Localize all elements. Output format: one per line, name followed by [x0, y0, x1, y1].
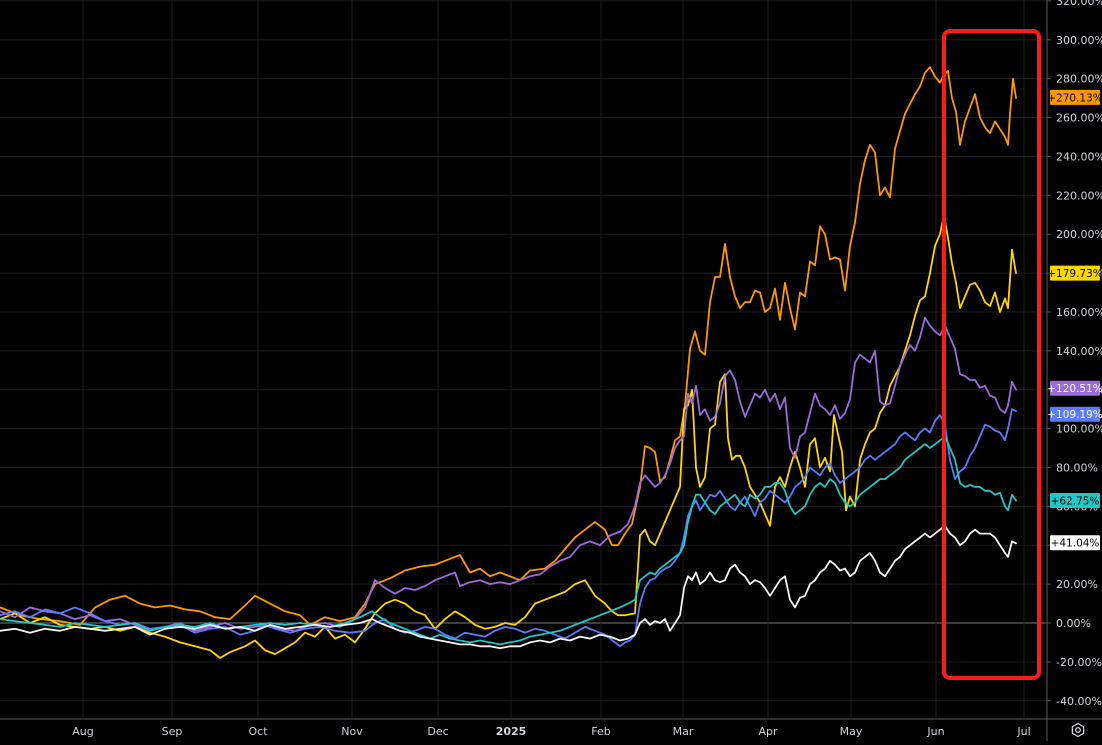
x-tick-label: Apr	[758, 725, 778, 738]
series-line-orange	[0, 66, 1017, 626]
y-tick-label: -20.00%	[1056, 656, 1102, 669]
y-tick-label: 280.00%	[1056, 73, 1102, 86]
last-value-text: +270.13%	[1047, 92, 1102, 104]
series-line-purple	[0, 316, 1017, 632]
x-axis[interactable]: Aug Sep Oct Nov Dec 2025 Feb Mar Apr May Jun Jul	[72, 725, 1030, 738]
grid-lines	[0, 0, 1046, 719]
y-tick-label: 0.00%	[1056, 617, 1091, 630]
last-value-badge: +109.19%	[1047, 406, 1102, 422]
y-tick-label: 260.00%	[1056, 112, 1102, 125]
last-value-badge: +120.51%	[1047, 380, 1102, 396]
x-tick-label: Jul	[1016, 725, 1030, 738]
last-value-badge: +41.04%	[1050, 535, 1100, 551]
y-tick-label: -40.00%	[1056, 695, 1102, 708]
settings-hexagon-icon-center	[1075, 727, 1081, 733]
last-value-badge: +179.73%	[1047, 265, 1102, 281]
x-tick-label: Oct	[248, 725, 268, 738]
y-tick-label: 140.00%	[1056, 345, 1102, 358]
last-value-badges: +270.13% +179.73% +120.51% +109.19% +62.75% +…	[1047, 89, 1102, 551]
last-value-text: +179.73%	[1047, 268, 1102, 280]
last-value-text: +41.04%	[1051, 538, 1100, 550]
last-value-badge: +62.75%	[1050, 493, 1100, 509]
x-tick-label: Dec	[427, 725, 448, 738]
x-tick-label: Nov	[341, 725, 363, 738]
series-line-blue	[0, 408, 1017, 648]
x-tick-label: 2025	[496, 725, 527, 738]
y-tick-label: 100.00%	[1056, 423, 1102, 436]
y-tick-label: 220.00%	[1056, 189, 1102, 202]
x-tick-label: May	[840, 725, 863, 738]
y-tick-label: 320.00%	[1056, 0, 1102, 8]
chart-settings-button[interactable]	[1071, 722, 1085, 738]
x-tick-label: Sep	[162, 725, 183, 738]
y-tick-label: 20.00%	[1056, 578, 1098, 591]
x-tick-label: Jun	[926, 725, 944, 738]
y-tick-label: 80.00%	[1056, 461, 1098, 474]
series-lines	[0, 66, 1017, 659]
last-value-text: +62.75%	[1051, 496, 1100, 508]
x-tick-label: Mar	[673, 725, 694, 738]
series-line-white	[0, 524, 1017, 650]
highlight-box	[942, 29, 1041, 680]
y-tick-label: 160.00%	[1056, 306, 1102, 319]
x-tick-label: Feb	[591, 725, 610, 738]
last-value-badge: +270.13%	[1047, 89, 1102, 105]
y-tick-label: 240.00%	[1056, 150, 1102, 163]
y-axis[interactable]: 320.00% 300.00% 280.00% 260.00% 240.00% 220.0…	[1047, 0, 1102, 708]
series-line-yellow	[0, 213, 1017, 659]
last-value-text: +120.51%	[1047, 383, 1102, 395]
y-tick-label: 300.00%	[1056, 34, 1102, 47]
last-value-text: +109.19%	[1047, 409, 1102, 421]
y-tick-label: 200.00%	[1056, 228, 1102, 241]
x-tick-label: Aug	[72, 725, 93, 738]
settings-hexagon-icon	[1071, 722, 1085, 738]
